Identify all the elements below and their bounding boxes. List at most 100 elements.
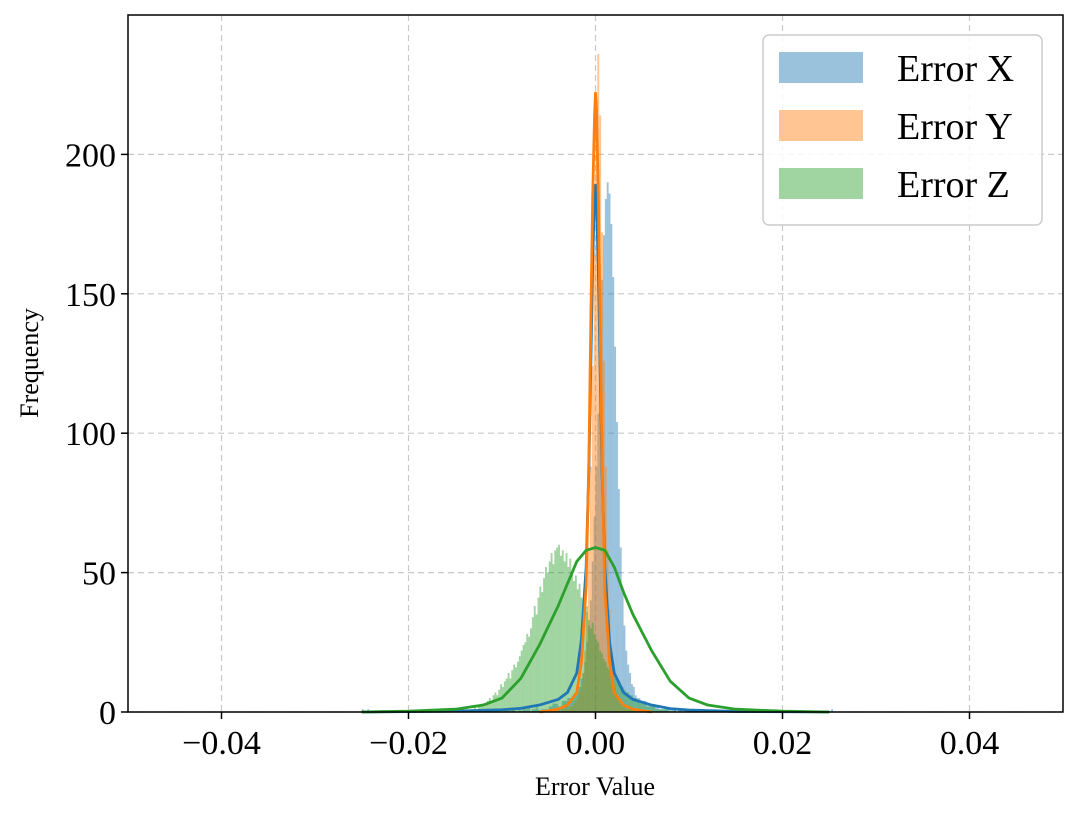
histogram-bar: [636, 698, 639, 712]
legend-swatch: [779, 52, 863, 83]
histogram-bar: [574, 695, 577, 712]
histogram-bar: [569, 706, 572, 712]
y-tick-label: 200: [65, 137, 116, 174]
histogram-bar: [576, 698, 579, 712]
histogram-bar: [629, 672, 632, 712]
histogram-bar: [591, 561, 594, 712]
legend-box: [762, 34, 1043, 226]
kde-curve-1: [539, 91, 652, 714]
histogram-bar: [571, 700, 574, 712]
kde-curve-0: [361, 183, 830, 714]
histogram-bar: [674, 709, 676, 712]
histogram-bar: [614, 346, 617, 712]
y-tick-label: 0: [99, 695, 116, 732]
histogram-bar: [558, 709, 560, 712]
histogram-bar: [599, 343, 602, 712]
histogram-bar: [634, 698, 637, 712]
histogram-bar: [660, 709, 663, 712]
histogram-bar: [657, 706, 660, 712]
histogram-bar: [831, 709, 833, 712]
histogram-bar: [586, 611, 589, 712]
kde-curve-2: [361, 546, 830, 714]
histogram-bar: [612, 675, 615, 712]
histogram-bar: [595, 466, 598, 712]
histogram-bar: [511, 670, 514, 712]
histogram-bar: [645, 706, 648, 712]
histogram-bar: [593, 633, 596, 712]
histogram-bar: [655, 709, 658, 712]
histogram-bar: [588, 625, 590, 712]
histogram-bar: [533, 606, 536, 712]
histogram-bar: [539, 586, 542, 712]
histogram-bar: [632, 698, 635, 712]
histogram-bar: [488, 698, 491, 712]
histogram-bar: [662, 709, 665, 712]
histogram-bar: [561, 550, 564, 712]
histogram-bar: [627, 709, 630, 712]
x-tick-label: 0.00: [566, 725, 626, 762]
histogram-bar: [664, 709, 667, 712]
histogram-bar: [614, 686, 617, 712]
histogram-bar: [595, 639, 598, 712]
histogram-bar: [651, 706, 654, 712]
histogram-bar: [617, 700, 620, 712]
histogram-bar: [625, 692, 628, 712]
histogram-bar: [513, 664, 516, 712]
histogram-bar: [642, 703, 645, 712]
histogram-bar: [599, 650, 602, 712]
histogram-bar: [647, 706, 650, 712]
histogram-bar: [582, 672, 585, 712]
histogram-bar: [569, 698, 572, 712]
histogram-bar: [638, 698, 641, 712]
histogram-bar: [574, 575, 577, 712]
histogram-bar: [554, 703, 557, 712]
histogram-bar: [662, 709, 665, 712]
histogram-bar: [672, 709, 675, 712]
histogram-bar: [580, 678, 583, 712]
histogram-bar: [602, 235, 605, 712]
histogram-bar: [629, 695, 632, 712]
histogram-bar: [584, 650, 587, 712]
histogram-bar: [556, 547, 559, 712]
histogram-bar: [595, 140, 598, 712]
histogram-bar: [528, 706, 531, 712]
histogram-bar: [657, 709, 660, 712]
histogram-bar: [505, 678, 508, 712]
histogram-bar: [545, 567, 547, 712]
histogram-bar: [668, 709, 671, 712]
histogram-bar: [584, 661, 587, 712]
histogram-bar: [537, 597, 540, 712]
histogram-bar: [636, 700, 639, 712]
histogram-bar: [522, 709, 525, 712]
histogram-bar: [623, 689, 626, 712]
histogram-bar: [625, 709, 628, 712]
histogram-bar: [533, 709, 536, 712]
legend-label: Error X: [897, 48, 1014, 90]
histogram-bar: [586, 642, 589, 712]
histogram-bar: [589, 600, 592, 712]
histogram-bar: [659, 709, 661, 712]
histogram-bar: [645, 703, 648, 712]
histogram-bar: [571, 706, 574, 712]
histogram-bar: [576, 589, 579, 712]
histogram-bar: [597, 642, 600, 712]
histogram-bar: [612, 277, 615, 712]
histogram-bar: [582, 603, 585, 712]
legend-swatch: [779, 110, 863, 141]
histogram-bar: [619, 547, 622, 712]
histogram-bar: [567, 709, 570, 712]
histogram-bar: [597, 54, 600, 713]
histogram-bar: [552, 703, 555, 712]
histogram-bar: [554, 550, 557, 712]
histogram-bar: [631, 695, 633, 712]
axis-ticks: −0.04 −0.02 0.00 0.02 0.04 0 50 100 150 200: [65, 137, 999, 762]
histogram-bar: [617, 488, 620, 712]
histogram-bar: [569, 558, 572, 712]
histogram-bar: [565, 553, 568, 712]
histogram-bar: [666, 709, 669, 712]
histogram-bar: [660, 709, 663, 712]
histogram-bar: [602, 659, 605, 712]
histogram-bar: [578, 686, 581, 712]
histogram-bar: [511, 709, 514, 712]
